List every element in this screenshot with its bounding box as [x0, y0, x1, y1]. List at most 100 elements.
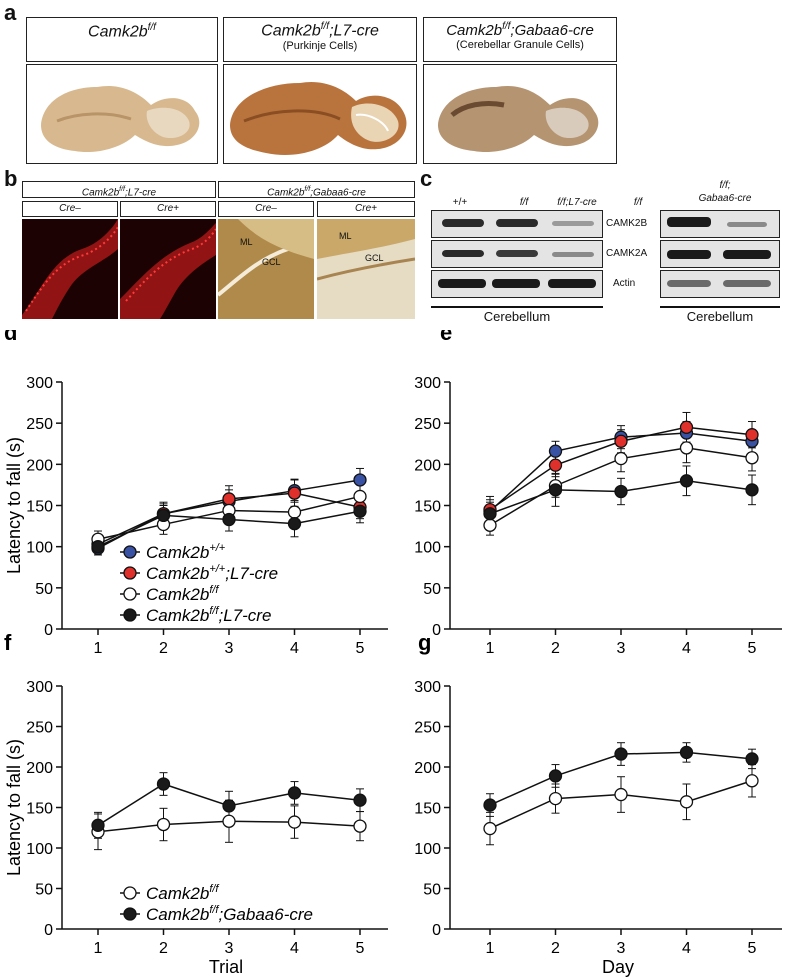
data-point — [353, 793, 367, 807]
legend-marker — [123, 886, 137, 900]
y-tick-label: 150 — [26, 499, 53, 516]
data-point — [745, 428, 759, 442]
legend-label: Camk2bf/f;Gabaa6-cre — [146, 904, 313, 924]
legend-marker — [123, 907, 137, 921]
data-point — [679, 795, 694, 809]
panel-letter-e: e — [440, 330, 452, 345]
data-point — [614, 787, 628, 802]
data-point — [483, 507, 497, 521]
band-label-actin: Actin — [613, 278, 636, 289]
tissue-label-left: Cerebellum — [483, 309, 551, 324]
y-tick-label: 100 — [26, 841, 53, 858]
x-tick-label: 1 — [94, 940, 103, 957]
tissue-line-left — [431, 306, 603, 308]
band-label-camk2a: CAMK2A — [606, 248, 648, 259]
y-tick-label: 300 — [414, 375, 441, 392]
panel-b-col-3: Cre– — [218, 201, 314, 217]
data-point — [287, 815, 302, 829]
data-point — [679, 745, 694, 760]
data-point — [548, 791, 563, 806]
data-point — [745, 451, 759, 465]
blot-actin-right — [660, 270, 780, 298]
x-tick-label: 3 — [225, 640, 234, 657]
data-point — [679, 420, 694, 434]
data-point — [548, 483, 563, 497]
y-tick-label: 150 — [26, 801, 53, 818]
data-point — [614, 747, 628, 761]
data-point — [287, 516, 302, 531]
y-tick-label: 250 — [414, 720, 441, 737]
y-tick-label: 150 — [414, 499, 441, 516]
panel-b-ml-label-1: ML — [240, 237, 253, 247]
x-tick-label: 5 — [748, 640, 757, 657]
panel-b-ml-label-2: ML — [339, 231, 352, 241]
legend-marker — [123, 566, 137, 580]
panel-letter-g: g — [418, 630, 431, 655]
y-tick-label: 200 — [414, 457, 441, 474]
chart-d: d 0 50 100 150 200 250 300 1 2 3 4 5 Latency to fall … — [4, 330, 388, 657]
panel-b-col-4: Cre+ — [317, 201, 415, 217]
panel-b-gcl-label-2: GCL — [365, 253, 384, 263]
y-tick-label: 250 — [26, 720, 53, 737]
x-tick-label: 3 — [617, 640, 626, 657]
blot-camk2b-right — [660, 210, 780, 238]
panel-b-group-2: Camk2bf/f;Gabaa6-cre — [218, 181, 415, 198]
y-axis-label: Latency to fall (s) — [4, 437, 24, 574]
y-tick-label: 50 — [35, 581, 53, 598]
legend-label: Camk2b+/+ — [146, 542, 226, 562]
blot-camk2a-right — [660, 240, 780, 268]
panel-b-gcl-label-1: GCL — [262, 257, 281, 267]
data-point — [548, 444, 563, 458]
data-point — [745, 774, 759, 788]
x-tick-label: 5 — [356, 940, 365, 957]
panel-a-title-box-3: Camk2bf/f;Gabaa6-cre (Cerebellar Granule… — [423, 17, 617, 62]
data-point — [548, 769, 563, 783]
x-tick-label: 5 — [748, 940, 757, 957]
panel-a-image-3 — [423, 64, 617, 164]
data-point — [679, 474, 694, 488]
legend-label: Camk2bf/f — [146, 584, 219, 604]
x-axis-label: Trial — [209, 957, 243, 977]
data-point — [222, 492, 236, 506]
chart-f: f 0 50 100 150 200 250 300 1 2 3 4 5 Latency to fall … — [4, 630, 388, 977]
data-point — [483, 518, 497, 532]
legend-label: Camk2bf/f — [146, 883, 219, 903]
panel-letter-f: f — [4, 630, 12, 655]
panel-a-title-2: Camk2bf/f;L7-cre — [261, 21, 379, 40]
x-tick-label: 4 — [290, 640, 299, 657]
x-tick-label: 4 — [290, 940, 299, 957]
x-tick-label: 4 — [682, 640, 691, 657]
y-tick-label: 100 — [414, 841, 441, 858]
y-tick-label: 300 — [414, 679, 441, 696]
y-tick-label: 50 — [35, 882, 53, 899]
data-point — [745, 752, 759, 766]
y-tick-label: 150 — [414, 801, 441, 818]
x-tick-label: 1 — [486, 940, 495, 957]
panel-a-title-box-2: Camk2bf/f;L7-cre (Purkinje Cells) — [223, 17, 417, 62]
data-point — [156, 817, 171, 832]
panel-letter-d: d — [4, 330, 17, 345]
y-tick-label: 0 — [44, 922, 53, 939]
lane-label-ff-gabaa-1: f/f; — [719, 180, 731, 191]
data-point — [91, 818, 105, 832]
legend-marker — [123, 545, 137, 559]
panel-a-image-2 — [223, 64, 417, 164]
y-tick-label: 200 — [26, 457, 53, 474]
y-tick-label: 0 — [432, 922, 441, 939]
data-point — [222, 799, 236, 813]
x-tick-label: 4 — [682, 940, 691, 957]
tissue-line-right — [660, 306, 780, 308]
data-point — [483, 821, 497, 836]
y-tick-label: 0 — [432, 622, 441, 639]
x-tick-label: 2 — [551, 640, 560, 657]
data-point — [353, 489, 367, 504]
legend-label: Camk2bf/f;L7-cre — [146, 605, 271, 625]
y-tick-label: 0 — [44, 622, 53, 639]
data-point — [353, 473, 367, 487]
x-tick-label: 5 — [356, 640, 365, 657]
y-tick-label: 100 — [414, 540, 441, 557]
x-tick-label: 2 — [159, 640, 168, 657]
blot-camk2a-left — [431, 240, 603, 268]
panel-b-letter: b — [4, 166, 18, 191]
